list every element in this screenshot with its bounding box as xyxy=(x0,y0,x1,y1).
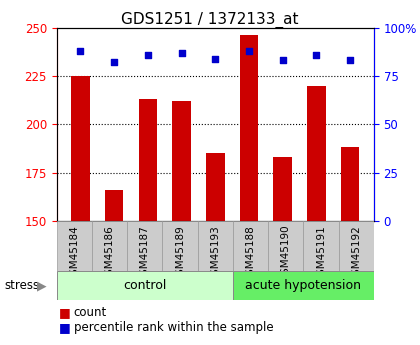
Text: control: control xyxy=(123,279,166,292)
Text: count: count xyxy=(74,306,107,319)
Bar xyxy=(198,221,233,271)
Text: ■: ■ xyxy=(59,321,71,334)
Text: GSM45189: GSM45189 xyxy=(175,225,185,282)
Point xyxy=(144,52,151,57)
Point xyxy=(77,48,84,53)
Point xyxy=(279,58,286,63)
Point xyxy=(178,50,185,56)
Bar xyxy=(71,76,89,221)
Point xyxy=(246,48,252,53)
Text: GSM45191: GSM45191 xyxy=(316,225,326,282)
Bar xyxy=(233,272,374,299)
Text: GSM45188: GSM45188 xyxy=(245,225,255,282)
Text: percentile rank within the sample: percentile rank within the sample xyxy=(74,321,273,334)
Bar xyxy=(307,86,326,221)
Bar xyxy=(57,272,233,299)
Bar xyxy=(139,99,157,221)
Text: GSM45184: GSM45184 xyxy=(69,225,79,282)
Bar xyxy=(341,147,360,221)
Bar xyxy=(273,157,292,221)
Text: GDS1251 / 1372133_at: GDS1251 / 1372133_at xyxy=(121,12,299,28)
Text: stress: stress xyxy=(4,279,39,292)
Bar xyxy=(339,221,374,271)
Text: GSM45190: GSM45190 xyxy=(281,225,291,282)
Bar xyxy=(92,221,127,271)
Point xyxy=(313,52,320,57)
Text: GSM45186: GSM45186 xyxy=(105,225,115,282)
Text: GSM45193: GSM45193 xyxy=(210,225,220,282)
Bar xyxy=(163,221,198,271)
Text: ▶: ▶ xyxy=(37,279,46,292)
Bar xyxy=(172,101,191,221)
Text: ■: ■ xyxy=(59,306,71,319)
Text: acute hypotension: acute hypotension xyxy=(245,279,361,292)
Bar xyxy=(105,190,123,221)
Text: GSM45187: GSM45187 xyxy=(140,225,150,282)
Text: GSM45192: GSM45192 xyxy=(351,225,361,282)
Point xyxy=(111,60,118,65)
Point xyxy=(212,56,219,61)
Bar xyxy=(303,221,339,271)
Bar xyxy=(268,221,303,271)
Point xyxy=(347,58,354,63)
Bar xyxy=(57,221,92,271)
Bar xyxy=(127,221,163,271)
Bar xyxy=(206,153,225,221)
Bar xyxy=(233,221,268,271)
Bar xyxy=(240,35,258,221)
